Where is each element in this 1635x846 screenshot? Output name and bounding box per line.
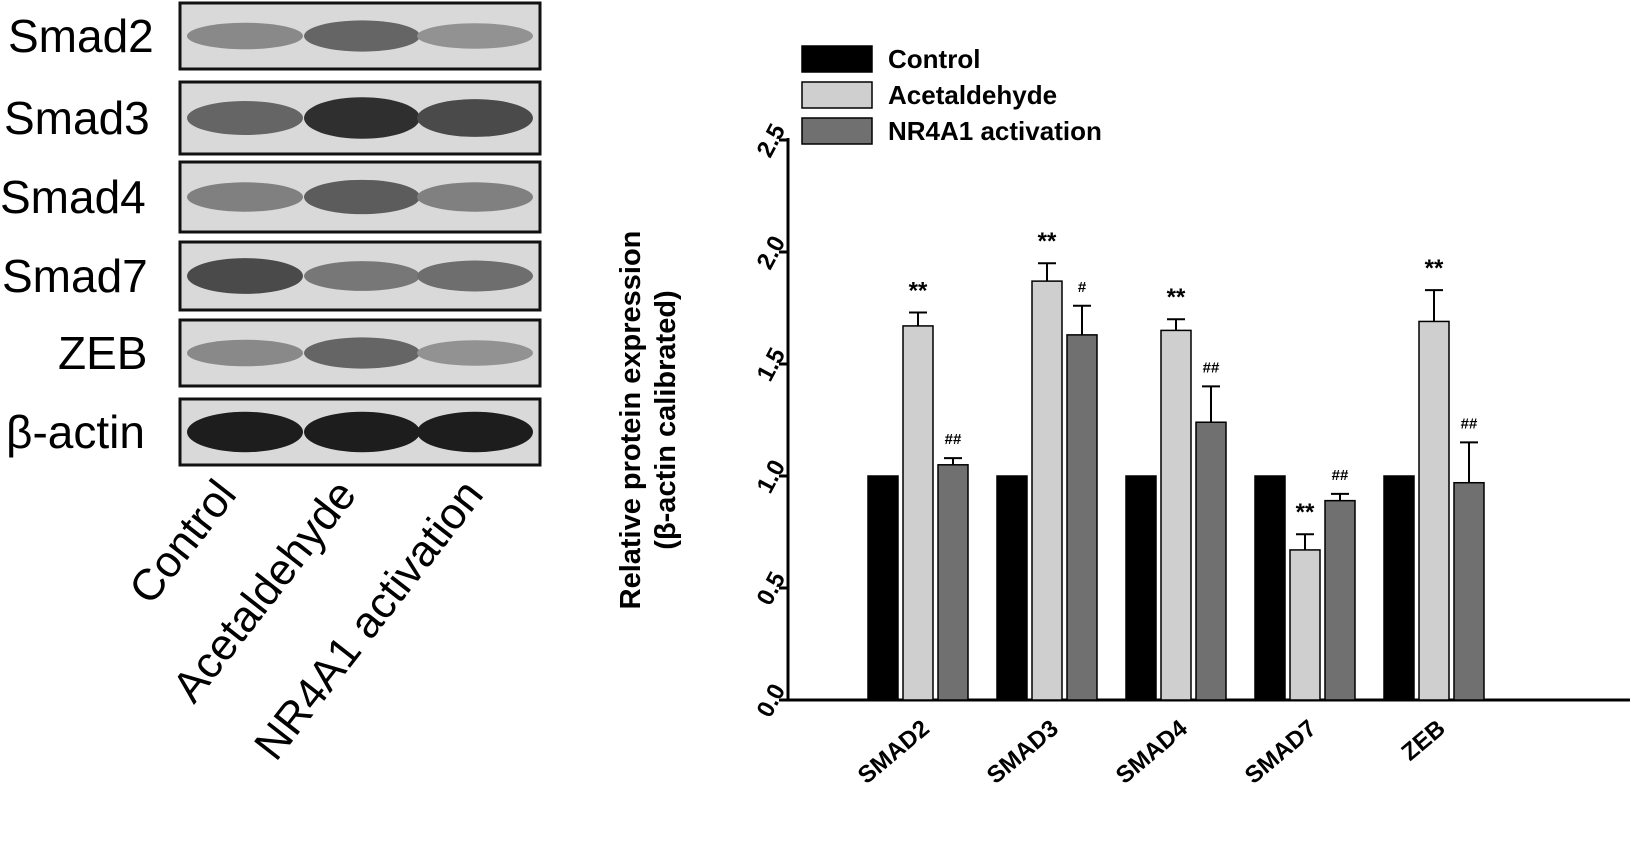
y-axis-label: (β-actin calibrated) [650, 290, 682, 549]
y-tick-label: 2.0 [752, 232, 792, 274]
blot-lane-label: NR4A1 activation [245, 471, 493, 769]
legend-label: Control [888, 44, 980, 74]
significance-label: ## [1332, 467, 1349, 484]
blot-row-label: ZEB [58, 327, 147, 379]
blot-row-zeb: ZEB [58, 318, 542, 388]
blot-band [187, 182, 303, 212]
blot-row-smad7: Smad7 [2, 240, 542, 312]
bar [1254, 475, 1286, 701]
bars: ** ## SMAD2 ** # SMAD3 ** ## SMAD4 ** ## SMAD7 ** ## Z… [853, 228, 1485, 790]
y-tick-label: 1.5 [752, 344, 792, 386]
blot-band [187, 258, 303, 294]
y-tick-label: 2.5 [752, 120, 792, 162]
blot-band [304, 261, 420, 291]
bar [937, 464, 969, 701]
bar-group-smad3: ** # SMAD3 [982, 228, 1098, 790]
bar [1453, 481, 1485, 701]
x-tick-label: SMAD3 [982, 715, 1064, 790]
legend-item: NR4A1 activation [801, 116, 1102, 146]
bar [1066, 334, 1098, 701]
significance-label: ** [1167, 284, 1186, 311]
blot-row-label: β-actin [6, 406, 145, 458]
y-tick-label: 0.5 [752, 568, 792, 610]
blot-row-smad4: Smad4 [0, 160, 542, 234]
legend-item: Acetaldehyde [801, 80, 1057, 110]
bar [1418, 320, 1450, 701]
bar [1031, 280, 1063, 701]
blot-row-label: Smad2 [8, 10, 154, 62]
y-tick-label: 1.0 [752, 456, 792, 498]
blot-row-label: Smad3 [4, 92, 150, 144]
significance-label: # [1078, 279, 1087, 296]
bar-group-zeb: ** ## ZEB [1383, 255, 1485, 767]
blot-band [304, 411, 420, 453]
y-axis-title: Relative protein expression (β-actin cali… [615, 231, 682, 610]
significance-label: ## [1203, 359, 1220, 376]
significance-label: ** [1425, 255, 1444, 282]
bar [1324, 499, 1356, 701]
bar [1195, 421, 1227, 701]
x-tick-label: ZEB [1397, 715, 1451, 767]
y-tick-label: 0.0 [752, 680, 792, 722]
blot-row-smad2: Smad2 [8, 1, 542, 71]
blot-row-smad3: Smad3 [4, 80, 542, 156]
blot-band [417, 411, 533, 453]
significance-label: ** [1038, 228, 1057, 255]
significance-label: ** [909, 277, 928, 304]
blot-band [417, 99, 533, 137]
blot-row-label: Smad7 [2, 250, 148, 302]
blot-band [187, 100, 303, 136]
significance-label: ** [1296, 499, 1315, 526]
blot-row-actin: β-actin [6, 397, 542, 467]
blot-lane-label: Control [120, 471, 246, 613]
blot-band [304, 337, 420, 369]
bar [902, 325, 934, 701]
significance-label: ## [1461, 415, 1478, 432]
bar-group-smad7: ** ## SMAD7 [1240, 467, 1356, 790]
bar-chart: Control Acetaldehyde NR4A1 activation Rela… [615, 44, 1630, 790]
bar-group-smad2: ** ## SMAD2 [853, 277, 969, 790]
blot-band [304, 97, 420, 139]
blot-row-label: Smad4 [0, 171, 146, 223]
bar [996, 475, 1028, 701]
legend-label: NR4A1 activation [888, 116, 1102, 146]
blot-band [417, 260, 533, 292]
blot-band [187, 22, 303, 50]
bar-group-smad4: ** ## SMAD4 [1111, 284, 1227, 789]
legend-item: Control [801, 44, 980, 74]
legend-label: Acetaldehyde [888, 80, 1057, 110]
blot-band [417, 182, 533, 212]
bar [867, 475, 899, 701]
blot-band [304, 179, 420, 215]
significance-label: ## [945, 431, 962, 448]
blot-band [187, 339, 303, 367]
bar [1383, 475, 1415, 701]
legend: Control Acetaldehyde NR4A1 activation [801, 44, 1102, 146]
x-tick-label: SMAD2 [853, 715, 935, 790]
bar [1160, 329, 1192, 701]
x-tick-label: SMAD7 [1240, 715, 1322, 790]
blot-band [417, 23, 533, 49]
blot-band [304, 20, 420, 52]
bar [1289, 549, 1321, 701]
blot-band [417, 340, 533, 366]
bar [1125, 475, 1157, 701]
y-axis-label: Relative protein expression [615, 231, 647, 610]
legend-swatch [801, 117, 873, 145]
blot-band [187, 411, 303, 453]
legend-swatch [801, 45, 873, 73]
legend-swatch [801, 81, 873, 109]
x-tick-label: SMAD4 [1111, 714, 1193, 789]
